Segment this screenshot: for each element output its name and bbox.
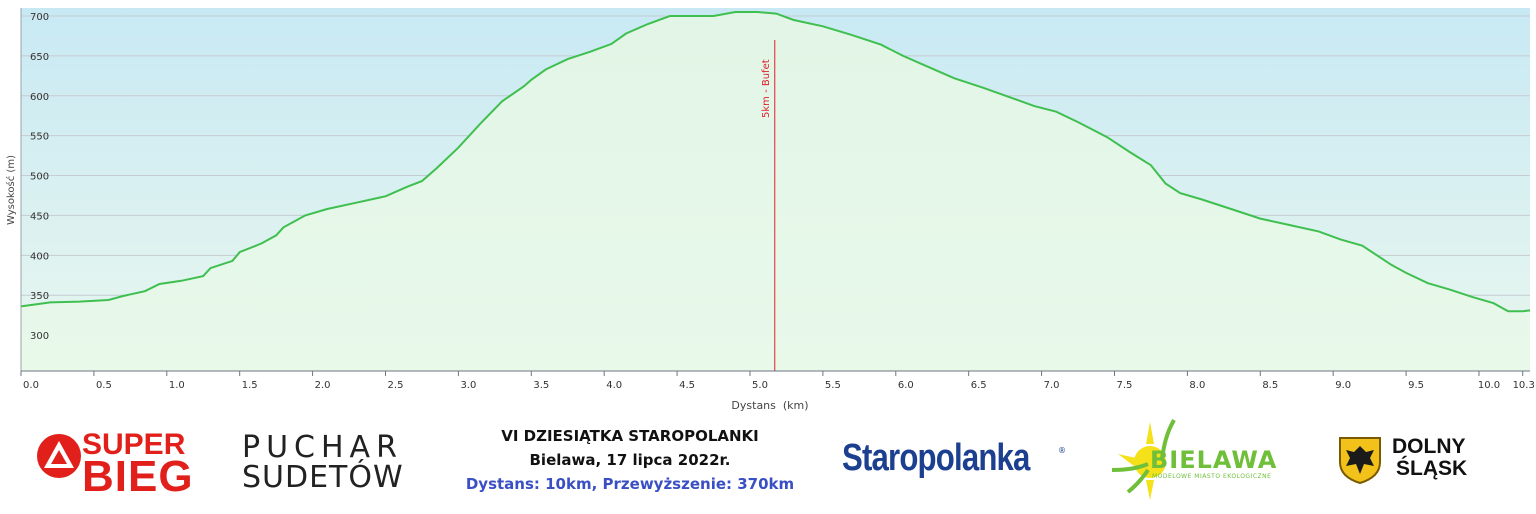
x-tick-label: 2.5 bbox=[388, 380, 404, 391]
x-axis-label: Dystans (km) bbox=[731, 399, 808, 412]
x-tick-label: 7.5 bbox=[1117, 380, 1133, 391]
y-tick-label: 500 bbox=[30, 172, 49, 183]
x-tick-label: 4.5 bbox=[679, 380, 695, 391]
superbieg-triangle-icon bbox=[37, 434, 81, 478]
x-tick-label: 8.5 bbox=[1262, 380, 1278, 391]
dolny-slask-eagle-shield-icon bbox=[1339, 437, 1381, 484]
slask-text: ŚLĄSK bbox=[1396, 457, 1468, 480]
y-tick-label: 650 bbox=[30, 52, 49, 63]
x-tick-label: 0.5 bbox=[96, 380, 112, 391]
x-tick-label: 4.0 bbox=[606, 380, 622, 391]
x-tick-label: 10.0 bbox=[1478, 380, 1500, 391]
elevation-area bbox=[21, 12, 1530, 371]
staropolanka-registered-mark: ® bbox=[1058, 446, 1066, 455]
x-tick-label: 6.0 bbox=[898, 380, 914, 391]
elevation-chart: 5km - Bufet 300350400450500550600650700 … bbox=[5, 8, 1535, 412]
x-tick-label: 9.0 bbox=[1335, 380, 1351, 391]
sudetow-text: SUDETÓW bbox=[242, 460, 404, 495]
event-details: Dystans: 10km, Przewyższenie: 370km bbox=[465, 475, 795, 493]
y-tick-label: 600 bbox=[30, 92, 49, 103]
x-tick-label: 1.5 bbox=[242, 380, 258, 391]
annotation-label: 5km - Bufet bbox=[761, 59, 772, 118]
y-tick-label: 350 bbox=[30, 291, 49, 302]
bielawa-subtitle: MODELOWE MIASTO EKOLOGICZNE bbox=[1152, 473, 1272, 480]
bielawa-logo-text: BIELAWA bbox=[1150, 446, 1278, 474]
y-tick-label: 550 bbox=[30, 132, 49, 143]
superbieg-super-text: SUPER bbox=[82, 428, 186, 461]
annotations: 5km - Bufet bbox=[761, 40, 776, 371]
event-place-date: Bielawa, 17 lipca 2022r. bbox=[529, 451, 731, 469]
staropolanka-logo: Staropolanka bbox=[842, 437, 1030, 479]
x-tick-label: 5.0 bbox=[752, 380, 768, 391]
dolny-text: DOLNY bbox=[1392, 435, 1466, 458]
x-tick-label: 9.5 bbox=[1408, 380, 1424, 391]
x-tick-label: 5.5 bbox=[825, 380, 841, 391]
y-tick-label: 300 bbox=[30, 331, 49, 342]
x-tick-label: 8.0 bbox=[1189, 380, 1205, 391]
x-tick-label: 1.0 bbox=[169, 380, 185, 391]
x-tick-label: 6.5 bbox=[971, 380, 987, 391]
event-info: VI DZIESIĄTKA STAROPOLANKI Bielawa, 17 l… bbox=[430, 424, 830, 496]
y-tick-labels: 300 350 400 450 500 550 600 650 700 bbox=[30, 12, 49, 342]
superbieg-bieg-text: BIEG bbox=[82, 452, 194, 501]
y-tick-label: 700 bbox=[30, 12, 49, 23]
x-tick-label: 3.0 bbox=[460, 380, 476, 391]
x-tick-labels: 0.0 0.5 1.0 1.5 2.0 2.5 3.0 3.5 4.0 4.5 5.0 5.5 6.0 6… bbox=[20, 371, 1535, 391]
x-tick-label: 3.5 bbox=[533, 380, 549, 391]
x-tick-label: 7.0 bbox=[1044, 380, 1060, 391]
x-tick-label: 0.0 bbox=[23, 380, 39, 391]
event-title: VI DZIESIĄTKA STAROPOLANKI bbox=[501, 427, 759, 445]
puchar-text: PUCHAR bbox=[242, 430, 403, 465]
bielawa-sun-icon bbox=[1111, 419, 1176, 500]
y-tick-label: 400 bbox=[30, 251, 49, 262]
y-tick-label: 450 bbox=[30, 211, 49, 222]
x-tick-label: 10.3 bbox=[1513, 380, 1535, 391]
y-axis-label: Wysokość (m) bbox=[5, 155, 17, 225]
x-tick-label: 2.0 bbox=[315, 380, 331, 391]
elevation-line bbox=[20, 11, 1531, 313]
